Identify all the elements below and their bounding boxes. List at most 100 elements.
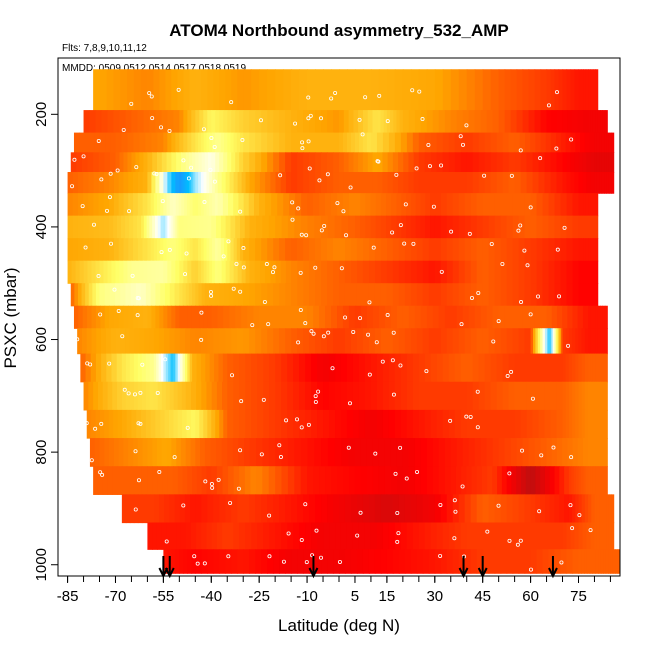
heat-cell [410,328,418,355]
heat-cell [500,215,508,239]
heat-cell [608,549,612,574]
sample-point [261,397,266,402]
heat-cell [601,172,605,194]
heat-cell [566,172,572,194]
heat-cell [77,215,84,239]
heat-cell [244,215,251,239]
heat-cell [599,132,603,153]
heat-cell [281,522,288,550]
heat-cell [380,549,388,574]
heat-cell [127,69,135,111]
heat-cell [155,409,161,439]
heat-cell [169,193,174,217]
heat-cell [327,132,334,153]
heat-cell [394,409,402,439]
heat-cell [546,305,553,329]
heat-cell [497,466,503,495]
heat-cell [590,409,594,439]
sample-point [293,121,298,126]
heat-cell [436,353,444,383]
heat-cell [77,238,84,262]
heat-cell [72,172,79,194]
heat-cell [317,353,324,383]
heat-cell [606,172,610,194]
heat-cell [225,549,232,574]
heat-cell [81,152,89,173]
heat-cell [315,494,322,524]
heat-row [70,152,615,173]
heat-cell [285,152,292,173]
heat-cell [488,193,496,217]
heat-cell [167,132,172,153]
heat-cell [126,409,133,439]
heat-cell [446,260,454,284]
heat-row [67,238,599,262]
heat-cell [270,260,277,284]
heat-cell [204,283,211,307]
heat-cell [190,328,196,355]
heat-cell [83,193,89,217]
heat-cell [262,466,270,495]
heat-cell [486,305,494,329]
heat-cell [253,305,260,329]
heat-cell [348,215,356,239]
heat-cell [590,215,594,239]
heat-cell [303,260,310,284]
heat-cell [160,238,164,262]
heat-cell [219,409,224,439]
heat-cell [536,193,544,217]
heat-cell [123,152,129,173]
heat-cell [313,193,320,217]
heat-cell [251,522,258,550]
heat-cell [184,494,191,524]
heat-cell [416,494,424,524]
sample-point [452,498,457,503]
heat-cell [526,409,534,439]
heat-cell [408,466,416,495]
heat-cell [185,152,190,173]
heat-cell [484,152,492,173]
heat-cell [179,132,184,153]
heat-cell [386,193,392,217]
heat-cell [143,215,148,239]
heat-cell [502,381,510,411]
heat-cell [484,172,492,194]
heat-cell [358,381,366,411]
heat-cell [600,353,604,383]
heat-cell [121,494,127,524]
heat-cell [309,152,316,173]
sample-point [298,270,303,275]
heat-cell [592,549,596,574]
heat-cell [604,494,608,524]
heat-cell [494,328,502,355]
heat-cell [111,260,117,284]
sample-point [228,500,233,505]
heat-cell [514,152,522,173]
heat-row [147,522,615,550]
heat-cell [597,328,601,355]
heat-cell [496,522,504,550]
heat-cell [79,132,85,153]
heat-cell [227,152,232,173]
heat-cell [206,381,213,411]
heat-cell [578,522,584,550]
heat-cell [233,132,238,153]
heat-cell [333,110,340,134]
heat-cell [422,549,430,574]
sample-point [262,300,267,305]
heat-cell [125,215,130,239]
heat-cell [504,438,512,467]
heat-cell [152,466,158,495]
heat-cell [403,152,410,173]
heat-cell [536,215,544,239]
heat-cell [600,305,604,329]
heat-cell [562,328,567,355]
heat-cell [581,409,586,439]
heat-cell [177,466,184,495]
heat-cell [464,328,472,355]
heat-cell [211,522,218,550]
heat-cell [348,466,356,495]
heat-cell [217,172,223,194]
heat-cell [261,110,268,134]
heat-cell [178,238,182,262]
